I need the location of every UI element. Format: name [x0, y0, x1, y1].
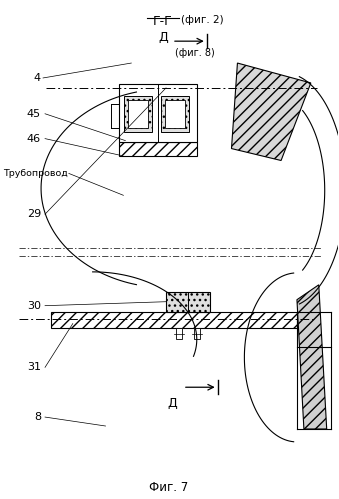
- Text: (фиг. 8): (фиг. 8): [175, 48, 215, 58]
- Bar: [161, 96, 189, 132]
- Text: 46: 46: [27, 134, 41, 144]
- Text: 30: 30: [27, 301, 41, 311]
- Bar: [51, 312, 297, 327]
- Text: Г-Г: Г-Г: [153, 15, 173, 28]
- Text: Д: Д: [158, 31, 168, 44]
- Bar: [194, 327, 200, 339]
- Text: 31: 31: [27, 362, 41, 372]
- Polygon shape: [232, 63, 311, 161]
- Text: Д: Д: [167, 397, 177, 410]
- Text: (фиг. 2): (фиг. 2): [181, 15, 223, 25]
- Bar: [119, 142, 197, 156]
- Text: Фиг. 7: Фиг. 7: [149, 481, 188, 494]
- Text: 8: 8: [34, 412, 41, 422]
- Polygon shape: [297, 285, 327, 429]
- Text: 29: 29: [27, 209, 41, 219]
- Bar: [124, 96, 152, 132]
- Text: Трубопровод: Трубопровод: [3, 169, 68, 178]
- Bar: [166, 292, 210, 312]
- Bar: [165, 100, 185, 128]
- Bar: [119, 84, 197, 142]
- Bar: [176, 327, 182, 339]
- Bar: [128, 100, 148, 128]
- Text: 4: 4: [34, 73, 41, 83]
- Text: 45: 45: [27, 109, 41, 119]
